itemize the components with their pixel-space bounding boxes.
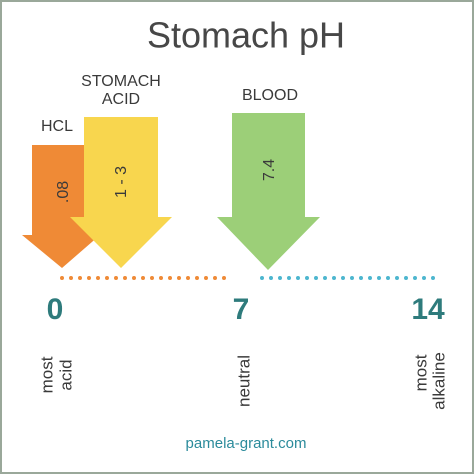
arrow-hcl — [22, 145, 100, 268]
scale-number: 0 — [47, 293, 64, 326]
title: Stomach pH — [147, 15, 345, 56]
arrow-value: 1 - 3 — [113, 166, 130, 198]
arrow-label: STOMACH — [81, 73, 161, 90]
scale-label: alkaline — [429, 352, 448, 410]
arrow-blood — [217, 113, 320, 270]
scale-label: most — [37, 356, 56, 393]
scale-label: neutral — [234, 355, 253, 407]
scale-number: 14 — [411, 293, 445, 326]
footer: pamela-grant.com — [186, 435, 307, 452]
arrow-stomach-acid — [70, 117, 172, 268]
arrow-label: ACID — [102, 91, 140, 108]
scale-label: most — [411, 354, 430, 391]
arrow-label: HCL — [41, 118, 73, 135]
scale-number: 7 — [233, 293, 250, 326]
arrow-value: 7.4 — [261, 159, 278, 181]
arrow-value: .08 — [55, 181, 72, 203]
scale-label: acid — [56, 359, 75, 390]
arrow-label: BLOOD — [242, 87, 298, 104]
